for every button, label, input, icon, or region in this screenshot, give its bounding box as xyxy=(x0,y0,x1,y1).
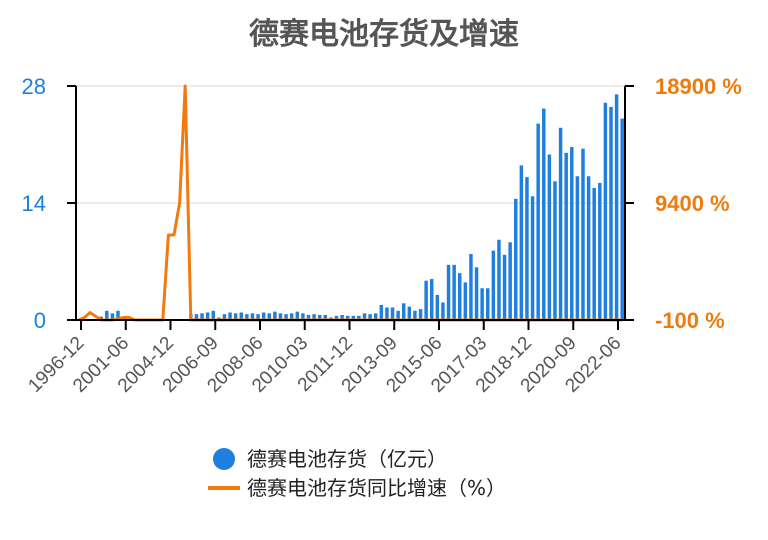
bar xyxy=(542,108,546,320)
bar xyxy=(116,310,120,320)
bar xyxy=(480,288,484,320)
bar xyxy=(278,313,283,320)
bar xyxy=(558,127,563,321)
bar xyxy=(530,196,535,320)
bar xyxy=(317,314,322,320)
bar xyxy=(491,250,496,320)
bar xyxy=(508,242,512,320)
bar xyxy=(390,307,395,320)
bar xyxy=(323,314,328,320)
legend-label-growth: 德赛电池存货同比增速（%） xyxy=(247,476,506,500)
bar xyxy=(228,312,232,320)
bar xyxy=(200,313,204,320)
bar xyxy=(553,181,557,320)
bar xyxy=(256,314,260,320)
bar xyxy=(413,310,417,320)
bar xyxy=(250,313,255,320)
bar xyxy=(614,94,619,320)
bar xyxy=(211,310,215,320)
left-tick-label: 0 xyxy=(34,308,46,333)
bar xyxy=(446,264,451,320)
bar xyxy=(401,303,406,320)
left-tick-label: 14 xyxy=(22,191,46,216)
legend-bar-marker xyxy=(213,448,235,470)
bar xyxy=(312,314,316,320)
bar xyxy=(284,314,288,320)
bar xyxy=(486,288,490,320)
bar xyxy=(351,315,356,320)
bar xyxy=(362,313,367,320)
bar xyxy=(497,239,501,320)
chart-title: 德赛电池存货及增速 xyxy=(249,17,519,52)
bar xyxy=(261,312,266,320)
bar xyxy=(586,176,591,320)
bar xyxy=(519,165,524,320)
x-axis-ticks: 1996-122001-062004-122006-092008-062010-… xyxy=(24,320,626,397)
bar xyxy=(536,123,540,320)
bar xyxy=(239,312,243,320)
bar xyxy=(592,187,596,320)
bar xyxy=(570,147,574,320)
left-tick-label: 28 xyxy=(22,74,46,99)
bar xyxy=(334,315,339,320)
bar xyxy=(245,314,249,320)
left-axis-ticks: 28 14 0 xyxy=(22,74,76,333)
bar xyxy=(295,311,300,320)
right-tick-label: 9400 % xyxy=(655,191,730,216)
bar xyxy=(469,253,473,320)
bar xyxy=(267,313,272,320)
bar xyxy=(306,314,311,320)
bar xyxy=(620,118,624,320)
bar xyxy=(429,279,434,320)
bar xyxy=(385,307,389,320)
bar xyxy=(603,102,608,320)
bar xyxy=(368,314,372,320)
bar xyxy=(105,310,109,320)
bar xyxy=(424,280,428,320)
bar xyxy=(564,152,568,320)
bar xyxy=(575,176,580,320)
bar xyxy=(502,254,507,320)
bar xyxy=(301,313,305,320)
right-tick-label: -100 % xyxy=(655,308,725,333)
bar xyxy=(273,311,277,320)
bar xyxy=(205,312,210,320)
bar xyxy=(110,313,115,320)
bar xyxy=(289,313,294,320)
bar xyxy=(458,273,462,320)
bar xyxy=(340,314,344,320)
bar xyxy=(396,310,400,320)
bar xyxy=(547,154,552,320)
legend-item-growth[interactable]: 德赛电池存货同比增速（%） xyxy=(208,476,506,500)
bar xyxy=(418,309,423,320)
bar xyxy=(514,198,518,320)
legend-label-inventory: 德赛电池存货（亿元） xyxy=(247,447,447,471)
bar xyxy=(474,267,479,320)
bar xyxy=(345,315,350,320)
bar xyxy=(581,148,585,320)
legend: 德赛电池存货（亿元） 德赛电池存货同比增速（%） xyxy=(208,447,506,500)
bar xyxy=(194,314,199,320)
bar xyxy=(598,182,602,320)
bar xyxy=(379,304,384,320)
bar xyxy=(452,264,456,320)
bar xyxy=(609,106,613,321)
bar xyxy=(357,315,361,320)
bar xyxy=(441,302,445,320)
bar xyxy=(463,282,468,320)
right-axis-ticks: 18900 % 9400 % -100 % xyxy=(625,74,742,333)
bar xyxy=(407,306,412,320)
legend-item-inventory[interactable]: 德赛电池存货（亿元） xyxy=(213,447,447,471)
bar xyxy=(435,294,440,320)
bar xyxy=(222,314,227,320)
bar xyxy=(525,177,529,320)
bar xyxy=(233,313,238,320)
bar-series xyxy=(99,94,624,321)
right-tick-label: 18900 % xyxy=(655,74,742,99)
bar xyxy=(373,313,378,320)
